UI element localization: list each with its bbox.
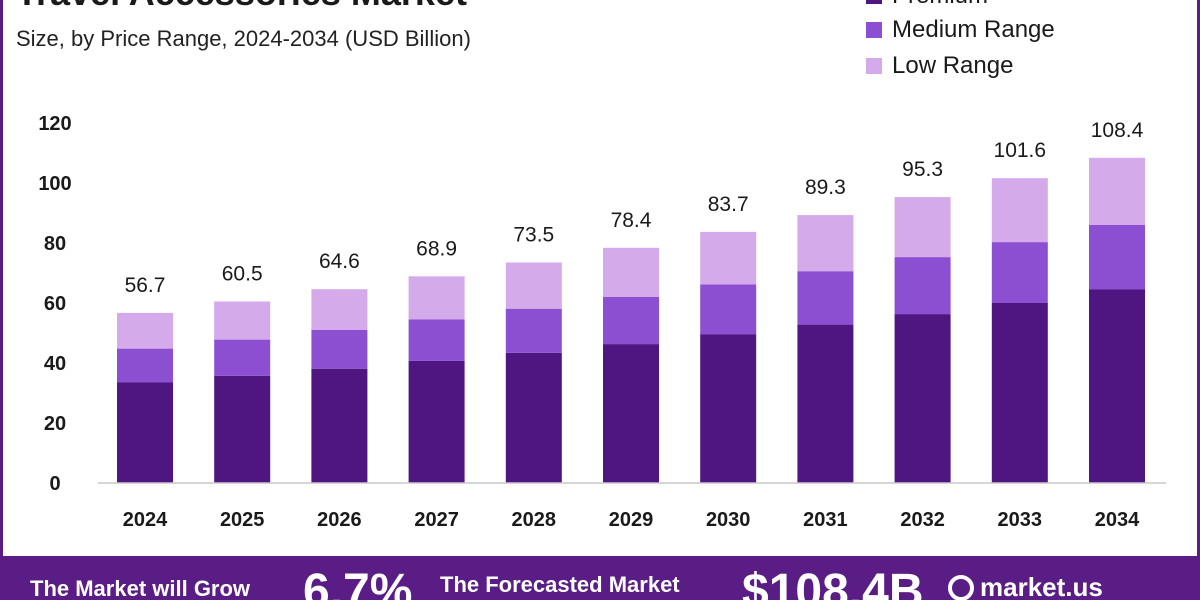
bar-total-label: 83.7 <box>708 193 749 216</box>
bar-segment-low-range <box>603 247 659 297</box>
y-tick-label: 80 <box>44 233 66 255</box>
frame-border-right <box>1197 0 1200 560</box>
bar-segment-premium <box>603 344 659 483</box>
x-tick-label: 2031 <box>803 509 848 531</box>
x-tick-label: 2025 <box>220 509 265 531</box>
bar-total-label: 68.9 <box>416 237 457 260</box>
brand-logo-icon <box>948 574 974 600</box>
bar-segment-medium-range <box>505 308 562 353</box>
legend-item-low-range: Low Range <box>866 52 1013 80</box>
bar-total-label: 64.6 <box>319 250 360 273</box>
bar-segment-medium-range <box>797 271 854 325</box>
y-tick-label: 120 <box>38 113 71 135</box>
x-tick-label: 2029 <box>609 509 654 531</box>
y-tick-label: 20 <box>44 413 66 435</box>
chart-subtitle: Size, by Price Range, 2024-2034 (USD Bil… <box>16 26 471 51</box>
bar-segment-medium-range <box>991 242 1048 303</box>
bar-total-label: 78.4 <box>611 209 652 232</box>
legend-label-medium-range: Medium Range <box>892 16 1055 43</box>
bar-total-label: 56.7 <box>125 274 166 297</box>
banner-grow-text: The Market will Grow <box>30 576 251 600</box>
x-tick-label: 2034 <box>1095 509 1140 531</box>
bar-segment-low-range <box>408 276 465 320</box>
legend-item-medium-range: Medium Range <box>866 16 1055 44</box>
bar-segment-premium <box>214 375 271 483</box>
bar-segment-low-range <box>505 262 562 309</box>
y-tick-label: 100 <box>38 173 71 195</box>
bar-segment-premium <box>991 303 1048 483</box>
x-tick-label: 2032 <box>900 509 945 531</box>
bar-segment-premium <box>894 314 951 483</box>
bar-segment-premium <box>1089 289 1145 483</box>
bar-segment-premium <box>797 324 854 483</box>
bar-segment-premium <box>408 360 465 483</box>
x-tick-label: 2028 <box>512 509 557 531</box>
x-tick-label: 2033 <box>998 509 1043 531</box>
legend-label-low-range: Low Range <box>892 52 1014 79</box>
y-tick-label: 0 <box>49 473 60 495</box>
bar-segment-low-range <box>311 289 368 330</box>
banner-forecast-value: $108.4B <box>742 565 924 600</box>
bar-segment-low-range <box>991 178 1048 243</box>
brand-name: market.us <box>980 572 1103 600</box>
bar-segment-low-range <box>214 301 271 340</box>
bar-segment-premium <box>311 368 368 483</box>
stacked-bar-chart: 0 20 40 60 80 100 120 56.7 2024 60.5 2025 64.6 2026 6… <box>38 113 1166 531</box>
bar-segment-premium <box>117 382 173 483</box>
bar-total-label: 73.5 <box>513 224 554 247</box>
legend-item-premium: Premium <box>866 0 988 10</box>
banner-forecast-text: The Forecasted Market <box>440 572 680 597</box>
x-tick-label: 2030 <box>706 509 751 531</box>
bar-segment-medium-range <box>894 257 951 315</box>
brand-logo: market.us <box>948 572 1103 600</box>
bar-segment-medium-range <box>700 284 757 335</box>
x-tick-label: 2027 <box>414 509 459 531</box>
bar-segment-premium <box>505 352 562 483</box>
bar-total-label: 95.3 <box>902 158 943 181</box>
bar-segment-medium-range <box>214 339 271 376</box>
x-tick-label: 2026 <box>317 509 362 531</box>
bar-segment-low-range <box>700 231 757 285</box>
banner-cagr-value: 6.7% <box>303 565 413 600</box>
bar-segment-premium <box>700 334 757 483</box>
x-tick-label: 2024 <box>123 509 168 531</box>
frame-border-left <box>0 0 3 560</box>
bar-segment-medium-range <box>603 297 659 345</box>
legend-label-premium: Premium <box>892 0 988 10</box>
bar-segment-low-range <box>894 197 951 258</box>
chart-title: Travel Accessories Market <box>16 0 467 14</box>
bar-segment-low-range <box>797 215 854 272</box>
y-tick-label: 40 <box>44 353 66 375</box>
footer-banner: The Market will Grow 6.7% The Forecasted… <box>0 556 1200 600</box>
bar-segment-medium-range <box>311 330 368 369</box>
bar-segment-medium-range <box>117 348 173 383</box>
bar-total-label: 89.3 <box>805 176 846 199</box>
bar-total-label: 108.4 <box>1091 119 1144 142</box>
bar-segment-low-range <box>117 312 173 349</box>
legend-swatch-premium <box>866 0 882 4</box>
bar-segment-medium-range <box>1089 225 1145 290</box>
bar-segment-low-range <box>1089 157 1145 225</box>
bar-total-label: 60.5 <box>222 263 263 286</box>
y-tick-label: 60 <box>44 293 66 315</box>
legend-swatch-low-range <box>866 58 882 74</box>
bar-segment-medium-range <box>408 319 465 361</box>
legend-swatch-medium-range <box>866 22 882 38</box>
bar-total-label: 101.6 <box>994 139 1047 162</box>
